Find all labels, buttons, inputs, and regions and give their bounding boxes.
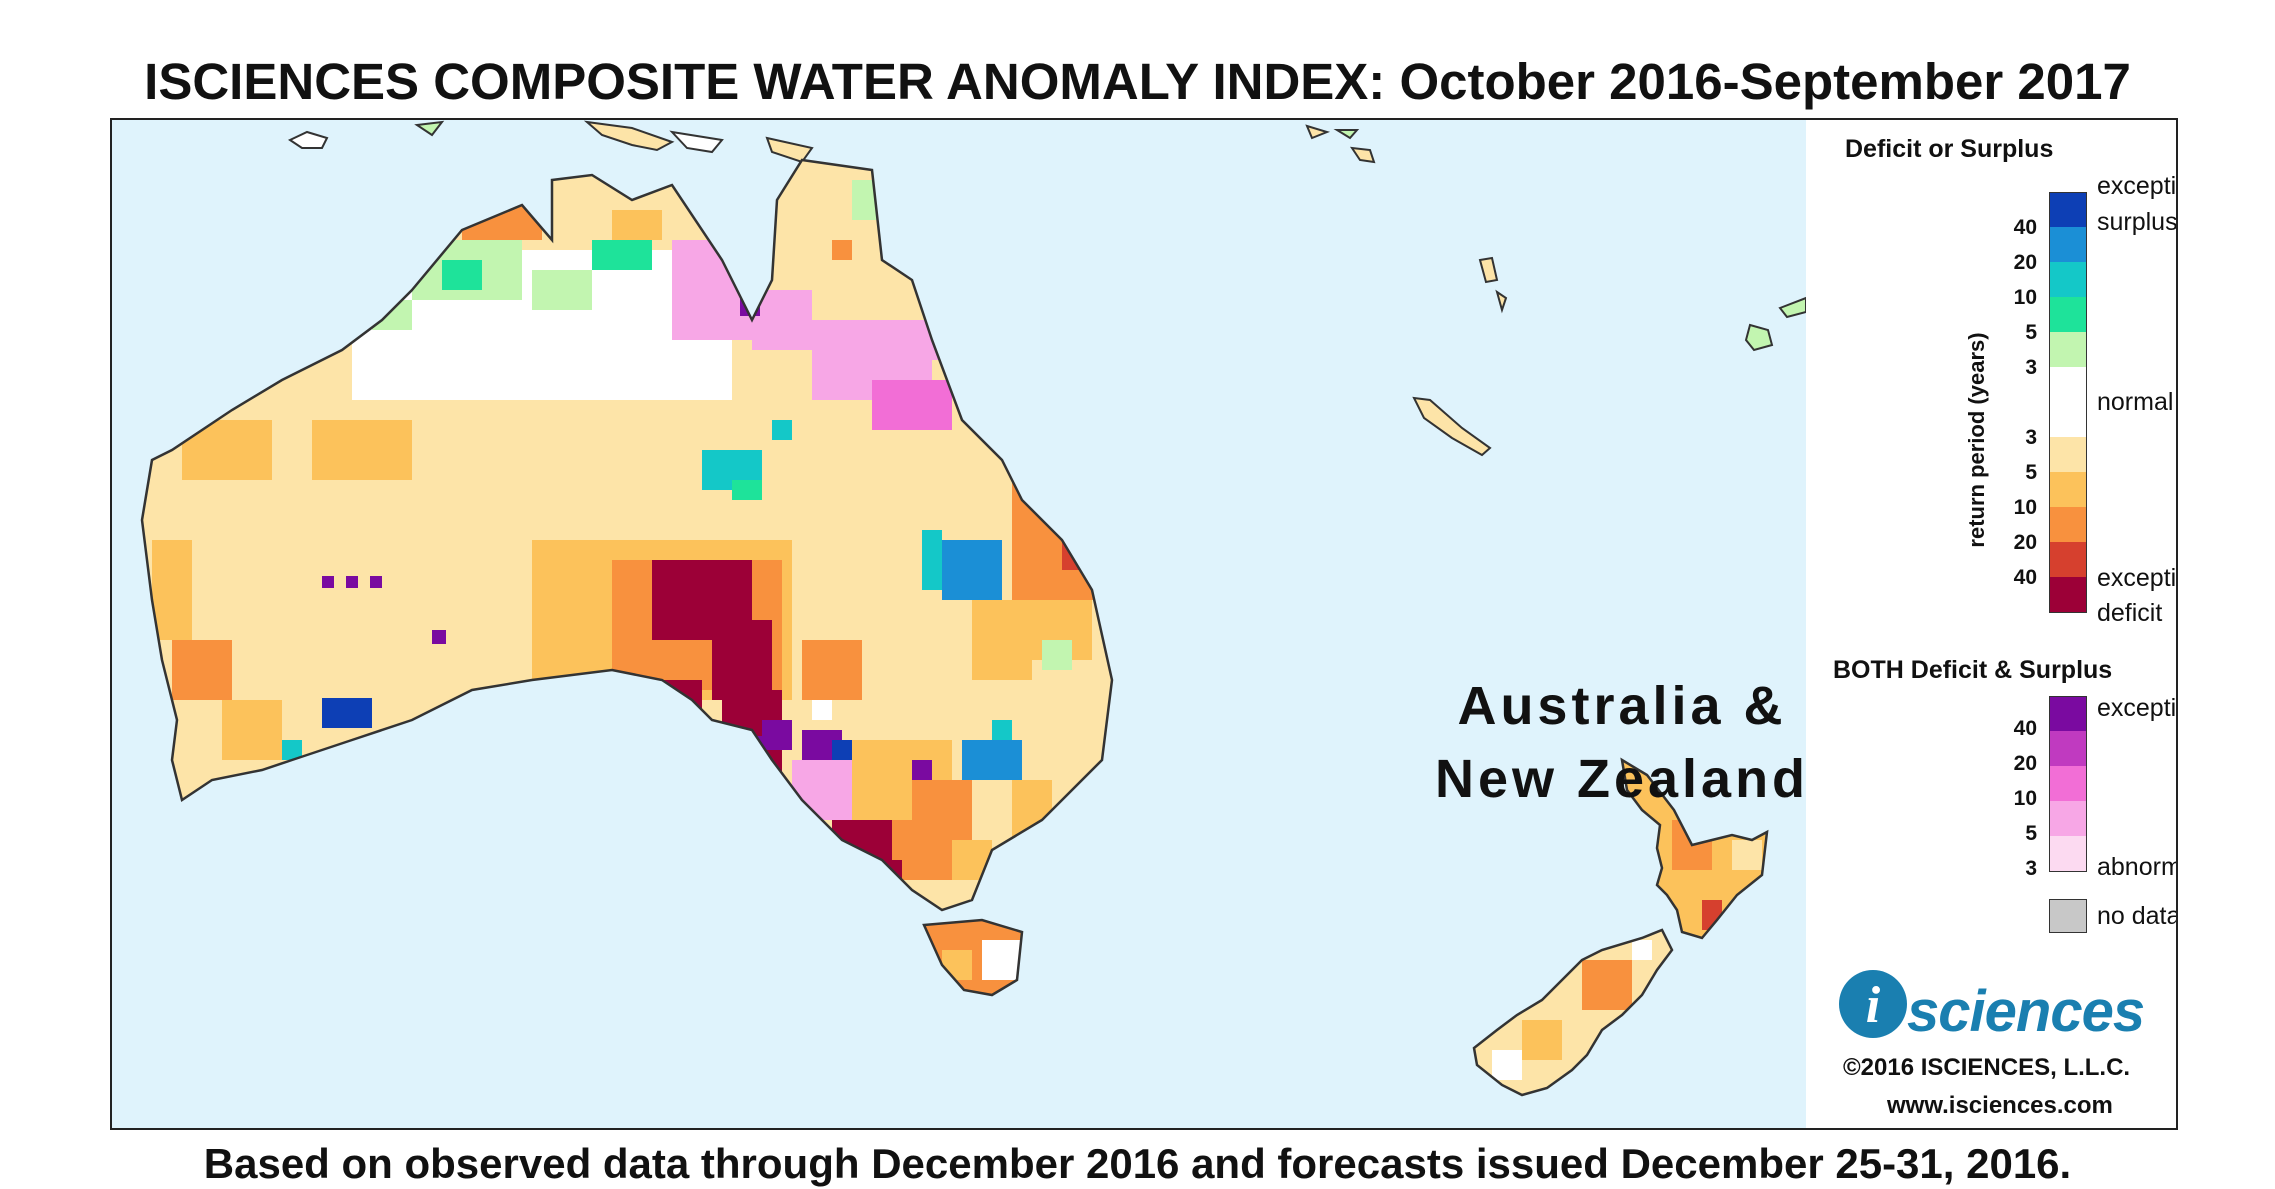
label-surplus: surplus (2097, 208, 2178, 236)
legend-both-heading: BOTH Deficit & Surplus (1833, 656, 2113, 684)
region-label-line2: New Zealand (1434, 749, 1810, 809)
both-tick: 3 (2025, 857, 2037, 880)
map-canvas (140, 120, 1806, 1097)
label-deficit: deficit (2097, 599, 2163, 627)
legend-panel: Deficit or Surplus return period (years)… (1806, 120, 2176, 1128)
legend-deficit-surplus-heading: Deficit or Surplus (1845, 135, 2054, 163)
map-title: ISCIENCES COMPOSITE WATER ANOMALY INDEX:… (144, 53, 2131, 110)
deficit-tick: 10 (2013, 496, 2037, 519)
deficit-tick: 3 (2025, 426, 2037, 449)
deficit-tick: 20 (2013, 531, 2037, 554)
both-tick: 40 (2013, 717, 2037, 740)
website: www.isciences.com (1887, 1092, 2113, 1119)
label-both-exceptional: exceptional (2097, 694, 2177, 722)
region-label: Australia & New Zealand (1412, 670, 1832, 816)
legend-swatch (2049, 297, 2087, 332)
legend-swatch (2049, 192, 2087, 228)
label-no-data: no data (2097, 902, 2178, 930)
legend-swatch (2049, 472, 2087, 507)
small-islands (287, 120, 1806, 457)
label-exceptional-deficit: exceptional (2097, 564, 2177, 592)
both-tick: 5 (2025, 822, 2037, 845)
logo-letter: i (1866, 977, 1881, 1034)
label-exceptional-surplus: exceptional (2097, 172, 2177, 200)
deficit-tick: 40 (2013, 566, 2037, 589)
legend-both-swatch (2049, 766, 2087, 801)
legend-swatch (2049, 227, 2087, 262)
map-frame: Australia & New Zealand Deficit or Surpl… (110, 118, 2178, 1130)
both-tick: 10 (2013, 787, 2037, 810)
no-data-swatch (2049, 899, 2087, 933)
label-normal: normal (2097, 388, 2174, 416)
tasmania-landmass (922, 918, 1024, 997)
label-both-abnormal: abnormal (2097, 853, 2176, 881)
copyright: ©2016 ISCIENCES, L.L.C. (1843, 1054, 2131, 1081)
isciences-logo: i (1837, 968, 1909, 1045)
deficit-tick: 5 (2025, 461, 2037, 484)
legend-both-swatch (2049, 696, 2087, 732)
legend-both-swatch (2049, 801, 2087, 836)
logo-wordmark: sciences (1907, 979, 2145, 1044)
legend-both-swatch (2049, 731, 2087, 766)
legend-swatch (2049, 367, 2087, 437)
map-footer: Based on observed data through December … (203, 1140, 2072, 1187)
surplus-tick: 10 (2013, 286, 2037, 309)
legend-swatch (2049, 577, 2087, 613)
legend-swatch (2049, 437, 2087, 472)
region-label-line1: Australia & (1457, 676, 1787, 736)
surplus-tick: 20 (2013, 251, 2037, 274)
legend-swatch (2049, 507, 2087, 542)
nz-south-island (1472, 928, 1674, 1097)
legend-both-swatch (2049, 836, 2087, 872)
surplus-tick: 3 (2025, 356, 2037, 379)
legend-swatch (2049, 542, 2087, 577)
logo-circle-icon: i (1839, 970, 1907, 1038)
australia-landmass (140, 158, 1114, 912)
surplus-tick: 5 (2025, 321, 2037, 344)
legend-swatch (2049, 332, 2087, 367)
surplus-tick: 40 (2013, 216, 2037, 239)
legend-axis-label: return period (years) (1964, 332, 1989, 548)
legend-swatch (2049, 262, 2087, 297)
both-tick: 20 (2013, 752, 2037, 775)
